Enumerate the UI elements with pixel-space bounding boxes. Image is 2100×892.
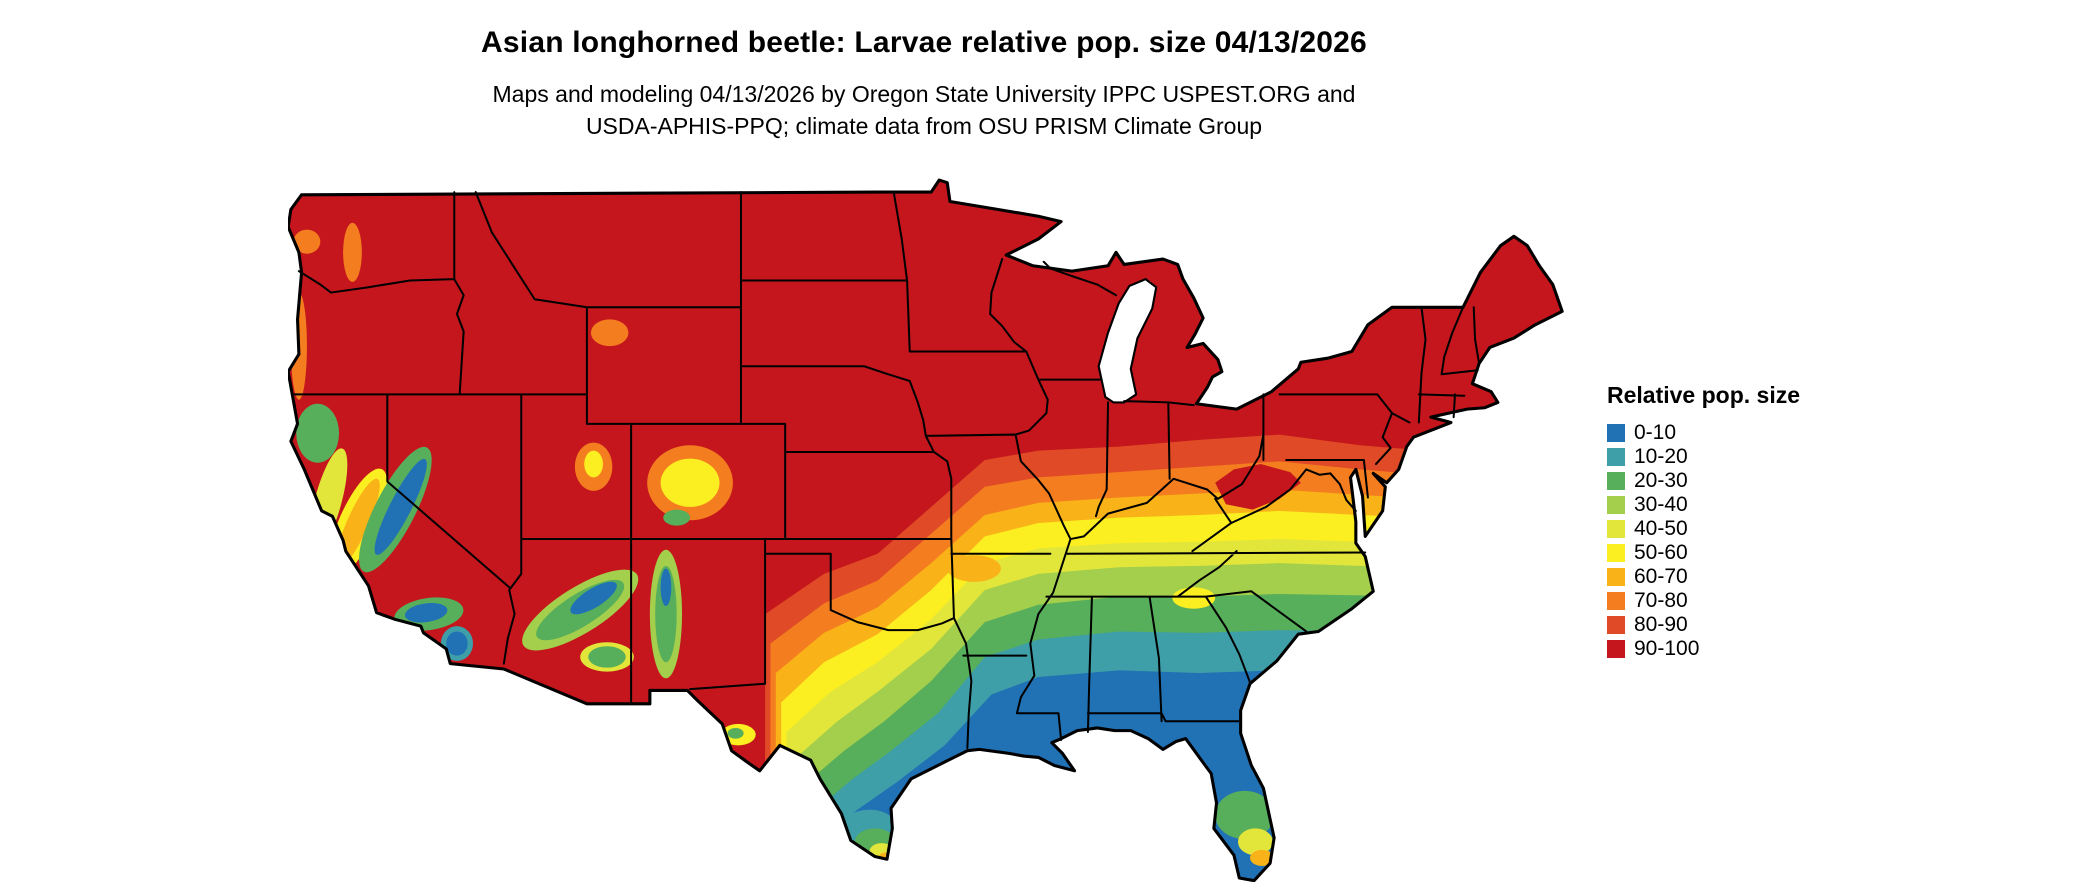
mountain-overlays [290, 222, 1301, 866]
legend-swatch [1607, 520, 1625, 538]
legend-entry: 30-40 [1607, 493, 1800, 517]
us-choropleth-map [286, 178, 1564, 883]
legend-swatch [1607, 640, 1625, 658]
legend-label: 50-60 [1634, 541, 1688, 564]
legend-entry: 90-100 [1607, 637, 1800, 661]
legend-entry: 20-30 [1607, 469, 1800, 493]
legend-swatch [1607, 616, 1625, 634]
legend-label: 60-70 [1634, 565, 1688, 588]
legend-label: 80-90 [1634, 613, 1688, 636]
subtitle-block: Maps and modeling 04/13/2026 by Oregon S… [0, 78, 1848, 142]
legend-swatch [1607, 472, 1625, 490]
legend-label: 70-80 [1634, 589, 1688, 612]
legend-label: 20-30 [1634, 469, 1688, 492]
legend-entry: 80-90 [1607, 613, 1800, 637]
legend-swatch [1607, 568, 1625, 586]
legend-swatch [1607, 448, 1625, 466]
state-borders [293, 191, 1481, 750]
legend-entry: 50-60 [1607, 541, 1800, 565]
legend-label: 10-20 [1634, 445, 1688, 468]
legend-title: Relative pop. size [1607, 382, 1801, 408]
legend-entry: 60-70 [1607, 565, 1800, 589]
legend-label: 40-50 [1634, 517, 1688, 540]
us-map-container [286, 172, 1565, 883]
legend-swatch [1607, 496, 1625, 514]
legend: Relative pop. size 0-10 10-20 20-30 30-40 40… [1607, 382, 1800, 661]
subtitle-line-1: Maps and modeling 04/13/2026 by Oregon S… [492, 81, 1356, 107]
subtitle-line-2: USDA-APHIS-PPQ; climate data from OSU PR… [585, 113, 1263, 139]
legend-entry: 40-50 [1607, 517, 1800, 541]
legend-swatch [1607, 592, 1625, 610]
legend-entry: 0-10 [1607, 421, 1800, 445]
legend-entries: 0-10 10-20 20-30 30-40 40-50 50-60 60-70 70-80 8… [1607, 421, 1800, 661]
legend-label: 0-10 [1634, 421, 1677, 444]
map-header: Asian longhorned beetle: Larvae relative… [0, 26, 1848, 142]
us-outline [286, 178, 1564, 883]
legend-entry: 70-80 [1607, 589, 1800, 613]
legend-label: 90-100 [1634, 637, 1700, 660]
legend-entry: 10-20 [1607, 445, 1800, 469]
legend-label: 30-40 [1634, 493, 1688, 516]
legend-swatch [1607, 544, 1625, 562]
legend-swatch [1607, 424, 1625, 442]
page-title: Asian longhorned beetle: Larvae relative… [481, 26, 1367, 59]
